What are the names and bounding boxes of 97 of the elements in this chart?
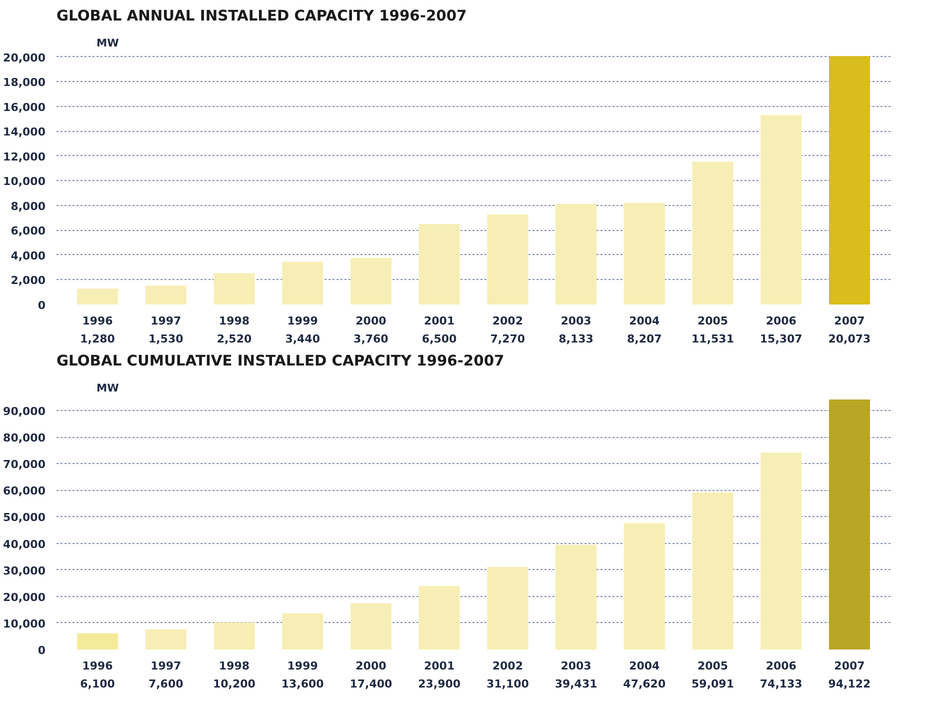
data-label: 20,073 <box>828 332 871 346</box>
data-label: 39,431 <box>554 678 598 690</box>
bar <box>214 273 255 304</box>
data-label: 8,207 <box>627 332 662 346</box>
data-label: 7,600 <box>148 678 184 690</box>
data-label: 59,091 <box>692 678 734 690</box>
bar <box>487 566 528 650</box>
x-tick-label: 2001 <box>424 314 455 328</box>
bar <box>418 224 460 304</box>
data-label: 31,100 <box>486 678 530 690</box>
y-tick-label: 40,000 <box>3 538 46 551</box>
bar <box>350 603 392 650</box>
data-label: 17,400 <box>350 678 393 690</box>
y-axis-title: MW <box>96 382 120 394</box>
bar <box>692 162 734 304</box>
x-tick-label: 2002 <box>492 314 523 328</box>
data-label: 3,440 <box>285 332 320 346</box>
x-tick-label: 2007 <box>834 314 865 328</box>
bar <box>487 214 528 304</box>
bar <box>624 523 665 650</box>
x-tick-label: 2003 <box>560 314 592 328</box>
bar <box>350 258 392 304</box>
y-tick-label: 10,000 <box>3 175 46 188</box>
data-label: 47,620 <box>623 678 666 690</box>
y-tick-label: 10,000 <box>3 617 46 630</box>
data-label: 1,530 <box>148 332 184 346</box>
y-tick-label: 12,000 <box>3 150 46 164</box>
bar <box>556 544 597 650</box>
y-tick-label: 16,000 <box>3 100 46 114</box>
bar <box>624 202 665 304</box>
y-tick-label: 20,000 <box>3 51 46 64</box>
x-tick-label: 2007 <box>834 660 865 672</box>
x-tick-label: 1999 <box>287 314 318 328</box>
y-tick-label: 60,000 <box>3 484 46 498</box>
x-tick-label: 2005 <box>697 314 728 328</box>
bar <box>214 622 255 650</box>
chart-title: GLOBAL ANNUAL INSTALLED CAPACITY 1996-2007 <box>56 8 467 24</box>
x-tick-label: 2005 <box>697 660 728 672</box>
x-tick-label: 1998 <box>218 314 250 328</box>
y-tick-label: 0 <box>38 644 46 657</box>
y-tick-label: 4,000 <box>10 249 46 262</box>
bar <box>145 286 186 304</box>
bar <box>145 629 186 650</box>
y-tick-label: 90,000 <box>3 404 46 418</box>
bar <box>77 633 118 650</box>
data-label: 6,100 <box>80 678 116 690</box>
x-tick-label: 2000 <box>356 660 387 672</box>
bar <box>828 56 870 304</box>
x-tick-label: 1999 <box>287 660 318 672</box>
y-axis-title: MW <box>96 36 120 50</box>
bar <box>556 204 597 304</box>
bar <box>282 262 324 304</box>
data-label: 6,500 <box>422 332 458 346</box>
data-label: 10,200 <box>213 678 256 690</box>
y-tick-label: 20,000 <box>3 590 46 604</box>
y-tick-label: 6,000 <box>10 224 46 238</box>
data-label: 8,133 <box>558 332 594 346</box>
y-tick-label: 0 <box>38 299 46 312</box>
data-label: 15,307 <box>760 332 802 346</box>
bar <box>418 586 460 650</box>
x-tick-label: 2004 <box>629 314 660 328</box>
x-tick-label: 2003 <box>560 660 592 672</box>
y-tick-label: 30,000 <box>3 564 46 578</box>
data-label: 3,760 <box>354 332 389 346</box>
bar <box>760 452 802 650</box>
bar <box>828 400 870 650</box>
x-tick-label: 1996 <box>82 314 114 328</box>
x-tick-label: 2004 <box>629 660 660 672</box>
x-tick-label: 2002 <box>492 660 523 672</box>
y-tick-label: 18,000 <box>3 76 46 90</box>
x-tick-label: 1998 <box>218 660 250 672</box>
data-label: 74,133 <box>760 678 802 690</box>
bar <box>760 115 802 304</box>
bar <box>77 288 118 304</box>
x-tick-label: 1996 <box>82 660 114 672</box>
data-label: 2,520 <box>216 332 252 346</box>
x-tick-label: 2001 <box>424 660 455 672</box>
bar <box>692 492 734 650</box>
y-tick-label: 80,000 <box>3 432 46 445</box>
y-tick-label: 50,000 <box>3 511 46 524</box>
data-label: 11,531 <box>692 332 734 346</box>
x-tick-label: 1997 <box>150 660 182 672</box>
x-tick-label: 2000 <box>356 314 387 328</box>
y-tick-label: 2,000 <box>10 274 46 288</box>
y-tick-label: 14,000 <box>3 126 46 139</box>
y-tick-label: 8,000 <box>10 200 46 213</box>
data-label: 23,900 <box>418 678 461 690</box>
chart-title: GLOBAL CUMULATIVE INSTALLED CAPACITY 1996-2007 <box>56 352 504 370</box>
data-label: 1,280 <box>80 332 116 346</box>
bar <box>282 613 324 650</box>
data-label: 7,270 <box>490 332 526 346</box>
y-tick-label: 70,000 <box>3 458 46 472</box>
data-label: 13,600 <box>281 678 324 690</box>
data-label: 94,122 <box>828 678 871 690</box>
x-tick-label: 2006 <box>766 660 797 672</box>
x-tick-label: 1997 <box>150 314 182 328</box>
x-tick-label: 2006 <box>766 314 797 328</box>
